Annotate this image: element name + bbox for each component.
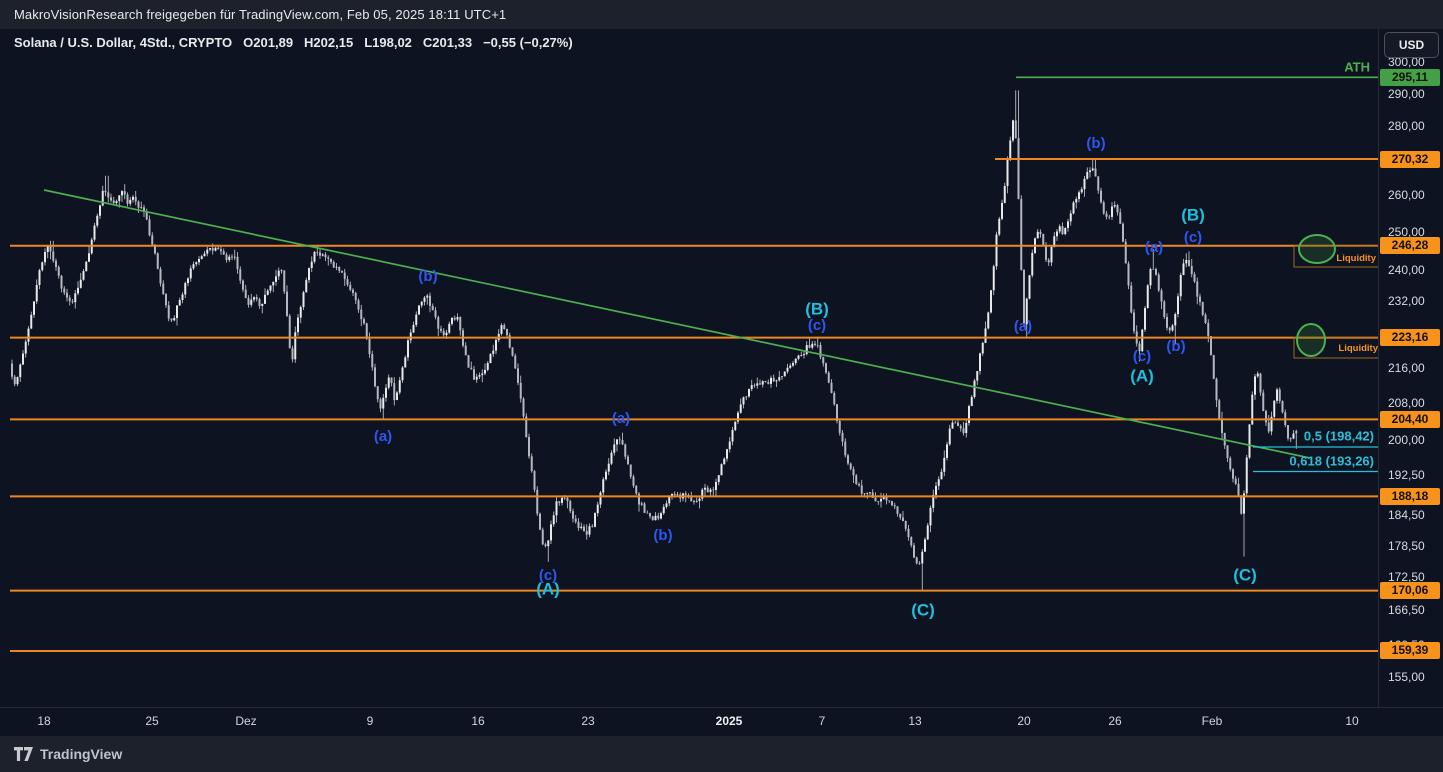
wave-label[interactable]: (b): [1166, 338, 1185, 355]
price-axis-label: 178,50: [1388, 538, 1425, 553]
price-axis-label: 200,00: [1388, 432, 1425, 447]
fib-label: 0,5 (198,42): [1304, 428, 1374, 443]
wave-label[interactable]: (a): [612, 410, 630, 427]
time-axis-label: 26: [1108, 714, 1122, 728]
liquidity-box[interactable]: [1293, 336, 1378, 359]
fib-retracement-layer[interactable]: 0,5 (198,42) 0,618 (193,26): [1253, 428, 1378, 473]
wave-label[interactable]: (a): [1014, 318, 1032, 335]
tradingview-logo-icon[interactable]: [14, 747, 33, 761]
wave-label[interactable]: (B): [1181, 205, 1205, 224]
ohlc-high: H202,15: [304, 35, 354, 50]
wave-label[interactable]: (C): [911, 600, 935, 619]
wave-labels-layer[interactable]: (a)(b)(c)(A)(a)(b)(B)(c)(C)(a)(b)(a)(c)(…: [374, 135, 1257, 620]
wave-label[interactable]: (c): [539, 567, 557, 584]
wave-label[interactable]: (A): [536, 579, 560, 598]
ath-label: ATH: [1344, 59, 1370, 74]
time-axis-label: 23: [581, 714, 595, 728]
wave-label[interactable]: (c): [808, 317, 826, 334]
price-level-badge: 159,39: [1380, 642, 1440, 660]
price-axis-label: 232,00: [1388, 294, 1425, 309]
liquidity-ellipse[interactable]: [1296, 323, 1326, 357]
price-axis-label: 208,00: [1388, 396, 1425, 411]
ohlc-low: L198,02: [364, 35, 412, 50]
price-axis-label: 155,00: [1388, 669, 1425, 684]
price-level-badge: 270,32: [1380, 150, 1440, 168]
time-axis-label: 13: [908, 714, 922, 728]
wave-label[interactable]: (c): [1184, 229, 1202, 246]
descending-trendline[interactable]: [43, 189, 1311, 459]
ohlc-open: O201,89: [243, 35, 294, 50]
tradingview-brand[interactable]: TradingView: [40, 746, 123, 762]
ath-price-badge: 295,11: [1380, 68, 1440, 86]
wave-label[interactable]: (A): [1130, 366, 1154, 385]
liquidity-layer[interactable]: Liquidity Liquidity: [1293, 234, 1378, 359]
wave-label[interactable]: (b): [418, 268, 437, 285]
time-axis-label: 16: [471, 714, 485, 728]
liquidity-box[interactable]: [1293, 245, 1378, 268]
time-axis-label: 10: [1345, 714, 1359, 728]
time-axis-label: 9: [366, 714, 374, 728]
currency-toggle-button[interactable]: USD: [1384, 32, 1439, 58]
attribution-bar: MakroVisionResearch freigegeben für Trad…: [0, 0, 1443, 29]
horizontal-lines-layer: ATH: [10, 59, 1378, 652]
price-level-badge: 204,40: [1380, 410, 1440, 428]
price-axis-label: 260,00: [1388, 188, 1425, 203]
wave-label[interactable]: (a): [1145, 239, 1163, 256]
price-axis-label: 290,00: [1388, 86, 1425, 101]
price-axis-label: 184,50: [1388, 507, 1425, 522]
liquidity-label: Liquidity: [1336, 253, 1376, 264]
time-axis-label: 7: [818, 714, 826, 728]
wave-label[interactable]: (b): [653, 527, 672, 544]
price-level-badge: 223,16: [1380, 329, 1440, 347]
symbol-title[interactable]: Solana / U.S. Dollar, 4Std., CRYPTO: [14, 35, 233, 50]
price-level-badge: 170,06: [1380, 582, 1440, 600]
time-axis-label: 20: [1017, 714, 1031, 728]
time-axis-label: 18: [37, 714, 51, 728]
time-axis-label: Dez: [235, 714, 257, 728]
wave-label[interactable]: (a): [374, 428, 392, 445]
price-axis-label: 300,00: [1388, 55, 1425, 69]
liquidity-label: Liquidity: [1338, 343, 1378, 354]
attribution-text: MakroVisionResearch freigegeben für Trad…: [14, 7, 507, 22]
price-axis-label: 192,50: [1388, 468, 1425, 483]
ohlc-close: C201,33: [422, 35, 473, 50]
liquidity-ellipse[interactable]: [1298, 234, 1336, 264]
time-axis-label: 25: [145, 714, 159, 728]
wave-label[interactable]: (b): [1086, 135, 1105, 152]
price-axis-label: 240,00: [1388, 262, 1425, 277]
price-axis-label: 250,00: [1388, 224, 1425, 239]
time-axis-label: Feb: [1201, 714, 1223, 728]
symbol-legend[interactable]: Solana / U.S. Dollar, 4Std., CRYPTO O201,…: [14, 35, 573, 50]
price-axis-label: 216,00: [1388, 360, 1425, 375]
time-axis-label: 2025: [715, 714, 743, 728]
price-axis[interactable]: USD 300,00 290,00 280,00 260,00 250,00 240,00…: [1378, 29, 1443, 707]
wave-label[interactable]: (c): [1133, 348, 1151, 365]
footer-bar: TradingView: [0, 736, 1443, 772]
change-value: −0,55 (−0,27%): [483, 35, 573, 50]
time-axis[interactable]: 18 25 Dez 9 16 23 2025 7 13 20 26 Feb 10: [0, 707, 1443, 737]
price-level-badge: 188,18: [1380, 487, 1440, 505]
price-level-badge: 246,28: [1380, 237, 1440, 255]
fib-label: 0,618 (193,26): [1289, 453, 1374, 468]
price-axis-label: 166,50: [1388, 603, 1425, 618]
chart-pane[interactable]: ATH 0,5 (198,42) 0,618 (193,26) Liquidity Li…: [0, 29, 1378, 707]
price-axis-label: 280,00: [1388, 119, 1425, 134]
candles-layer: [11, 90, 1298, 591]
price-axis-label: 172,50: [1388, 570, 1425, 585]
wave-label[interactable]: (B): [805, 299, 829, 318]
wave-label[interactable]: (C): [1233, 565, 1257, 584]
